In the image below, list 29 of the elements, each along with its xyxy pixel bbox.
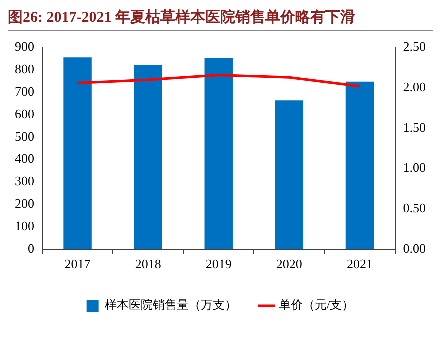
y2-tick-label: 2.50 (403, 39, 426, 54)
y-tick-label: 500 (15, 128, 34, 144)
y-tick-label: 900 (15, 39, 34, 54)
y2-tick-label: 1.50 (403, 120, 426, 135)
bar (64, 58, 92, 250)
y-tick-label: 400 (15, 151, 34, 166)
bar (346, 82, 374, 250)
bar (275, 100, 304, 250)
y-tick-label: 200 (15, 196, 34, 212)
y2-tick-label: 0.00 (403, 240, 426, 256)
legend-label: 样本医院销售量（万支） (104, 298, 237, 312)
y-tick-label: 700 (15, 84, 34, 100)
x-tick-label: 2017 (64, 256, 92, 272)
legend-label: 单价（元/支） (278, 298, 354, 312)
x-tick-label: 2021 (346, 256, 373, 272)
x-tick-label: 2020 (276, 256, 302, 272)
y-tick-label: 100 (15, 218, 34, 234)
bar (204, 58, 233, 250)
y-tick-label: 300 (15, 174, 34, 189)
x-tick-label: 2018 (135, 256, 162, 272)
x-tick-label: 2019 (206, 256, 232, 272)
y-tick-label: 0 (28, 240, 34, 256)
y2-tick-label: 0.50 (403, 200, 426, 216)
y-tick-label: 800 (15, 62, 34, 77)
bar (134, 65, 162, 250)
chart-title: 图26: 2017-2021 年夏枯草样本医院销售单价略有下滑 (8, 8, 433, 31)
y-tick-label: 600 (15, 106, 34, 122)
y2-tick-label: 1.00 (403, 160, 426, 176)
y2-tick-label: 2.00 (403, 80, 426, 95)
